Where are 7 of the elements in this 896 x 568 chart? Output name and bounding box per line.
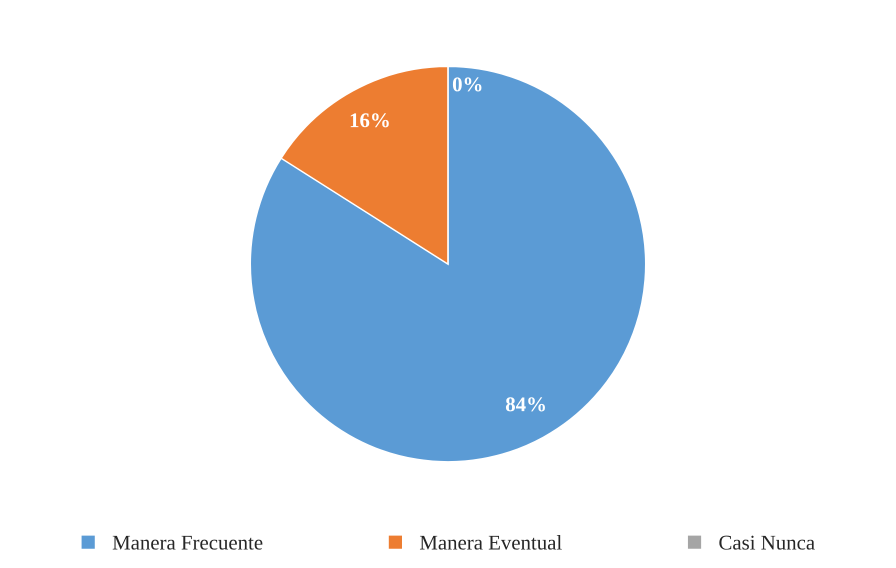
text: 0% [452,77,482,92]
data-label: 16% [350,113,389,128]
pie-slice [250,66,646,462]
legend-label: Manera Eventual [420,535,562,550]
legend-label: Manera Frecuente [112,536,262,550]
legend-label: Casi Nunca [719,536,815,550]
data-label: 84% [506,397,545,412]
